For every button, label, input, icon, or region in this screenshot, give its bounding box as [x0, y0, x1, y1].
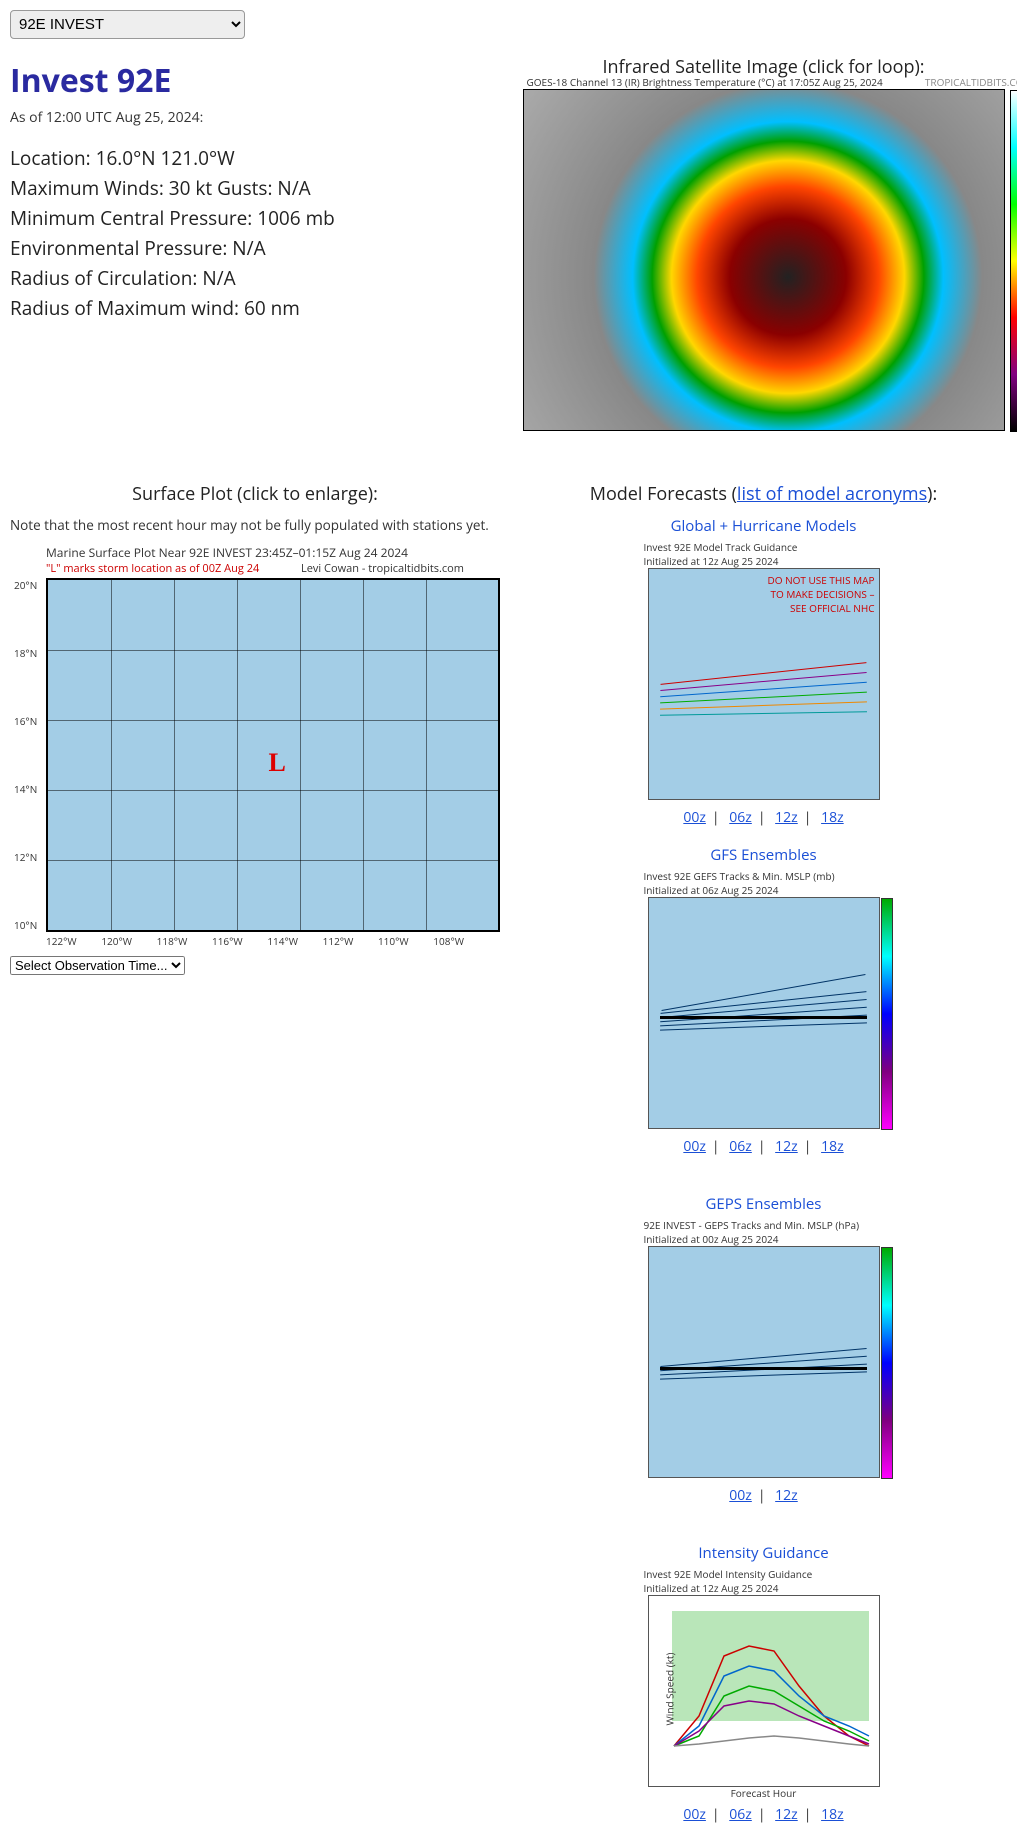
- global-plot: DO NOT USE THIS MAP TO MAKE DECISIONS – …: [648, 568, 880, 800]
- global-warning: DO NOT USE THIS MAP TO MAKE DECISIONS – …: [765, 573, 875, 615]
- storm-selector[interactable]: 92E INVEST: [10, 10, 245, 39]
- storm-name-heading: Invest 92E: [10, 59, 500, 102]
- surface-plot-subtitle: "L" marks storm location as of 00Z Aug 2…: [46, 561, 500, 576]
- gfs-cycle-links: 00z| 06z| 12z| 18z: [644, 1137, 884, 1156]
- intensity-12z-link[interactable]: 12z: [775, 1805, 798, 1824]
- gfs-plot-sub: Initialized at 06z Aug 25 2024: [644, 883, 884, 897]
- model-acronyms-link[interactable]: list of model acronyms: [737, 482, 927, 506]
- surface-title: Surface Plot (click to enlarge):: [10, 482, 500, 506]
- surface-y-labels: 20°N18°N16°N 14°N12°N10°N: [14, 578, 37, 932]
- geps-cycle-links: 00z| 12z: [644, 1486, 884, 1505]
- intensity-18z-link[interactable]: 18z: [821, 1805, 844, 1824]
- satellite-image: [523, 89, 1005, 431]
- gfs-plot-link[interactable]: [644, 897, 884, 1129]
- intensity-yaxis: Wind Speed (kt): [662, 1652, 676, 1725]
- gfs-plot: [648, 897, 880, 1129]
- intensity-plot: Wind Speed (kt) Forecast Hour: [648, 1595, 880, 1787]
- global-00z-link[interactable]: 00z: [683, 808, 706, 827]
- stat-roc: Radius of Circulation: N/A: [10, 265, 500, 291]
- global-models-title: Global + Hurricane Models: [644, 516, 884, 536]
- gfs-title: GFS Ensembles: [644, 845, 884, 865]
- as-of-text: As of 12:00 UTC Aug 25, 2024:: [10, 108, 500, 127]
- intensity-cycle-links: 00z| 06z| 12z| 18z: [644, 1805, 884, 1824]
- gfs-06z-link[interactable]: 06z: [729, 1137, 752, 1156]
- intensity-06z-link[interactable]: 06z: [729, 1805, 752, 1824]
- gfs-colorbar: [881, 898, 893, 1130]
- gfs-plot-title: Invest 92E GEFS Tracks & Min. MSLP (mb): [644, 869, 884, 883]
- stat-location: Location: 16.0°N 121.0°W: [10, 145, 500, 171]
- geps-plot-link[interactable]: [644, 1246, 884, 1478]
- stat-winds: Maximum Winds: 30 kt Gusts: N/A: [10, 175, 500, 201]
- gfs-00z-link[interactable]: 00z: [683, 1137, 706, 1156]
- satellite-image-link[interactable]: [523, 89, 1005, 431]
- stat-rmw: Radius of Maximum wind: 60 nm: [10, 295, 500, 321]
- intensity-00z-link[interactable]: 00z: [683, 1805, 706, 1824]
- satellite-caption: GOES-18 Channel 13 (IR) Brightness Tempe…: [527, 75, 883, 89]
- geps-colorbar: [881, 1247, 893, 1479]
- satellite-colorbar: [1010, 90, 1017, 432]
- geps-00z-link[interactable]: 00z: [729, 1486, 752, 1505]
- gfs-12z-link[interactable]: 12z: [775, 1137, 798, 1156]
- global-06z-link[interactable]: 06z: [729, 808, 752, 827]
- surface-credit: Levi Cowan - tropicaltidbits.com: [301, 561, 464, 576]
- global-cycle-links: 00z| 06z| 12z| 18z: [644, 808, 884, 827]
- surface-plot: L: [46, 578, 500, 932]
- intensity-plot-title: Invest 92E Model Intensity Guidance: [644, 1567, 884, 1581]
- stat-pressure: Minimum Central Pressure: 1006 mb: [10, 205, 500, 231]
- models-heading: Model Forecasts (list of model acronyms)…: [520, 482, 1007, 506]
- geps-12z-link[interactable]: 12z: [775, 1486, 798, 1505]
- geps-title: GEPS Ensembles: [644, 1194, 884, 1214]
- geps-plot-sub: Initialized at 00z Aug 25 2024: [644, 1232, 884, 1246]
- surface-plot-link[interactable]: L: [46, 578, 500, 932]
- gfs-18z-link[interactable]: 18z: [821, 1137, 844, 1156]
- global-18z-link[interactable]: 18z: [821, 808, 844, 827]
- intensity-plot-sub: Initialized at 12z Aug 25 2024: [644, 1581, 884, 1595]
- intensity-plot-link[interactable]: Wind Speed (kt) Forecast Hour: [644, 1595, 884, 1787]
- storm-location-marker: L: [269, 748, 286, 778]
- surface-plot-title: Marine Surface Plot Near 92E INVEST 23:4…: [46, 544, 500, 561]
- surface-note: Note that the most recent hour may not b…: [10, 516, 500, 534]
- stat-env-pressure: Environmental Pressure: N/A: [10, 235, 500, 261]
- observation-time-selector[interactable]: Select Observation Time...: [10, 956, 185, 975]
- global-plot-title: Invest 92E Model Track Guidance: [644, 540, 884, 554]
- geps-plot-title: 92E INVEST - GEPS Tracks and Min. MSLP (…: [644, 1218, 884, 1232]
- satellite-credit: TROPICALTIDBITS.COM: [925, 75, 1017, 89]
- intensity-xaxis: Forecast Hour: [649, 1786, 879, 1800]
- surface-x-labels: 122°W120°W118°W 116°W114°W112°W 110°W108…: [46, 934, 464, 948]
- global-plot-sub: Initialized at 12z Aug 25 2024: [644, 554, 884, 568]
- intensity-title: Intensity Guidance: [644, 1543, 884, 1563]
- global-12z-link[interactable]: 12z: [775, 808, 798, 827]
- global-plot-link[interactable]: DO NOT USE THIS MAP TO MAKE DECISIONS – …: [644, 568, 884, 800]
- geps-plot: [648, 1246, 880, 1478]
